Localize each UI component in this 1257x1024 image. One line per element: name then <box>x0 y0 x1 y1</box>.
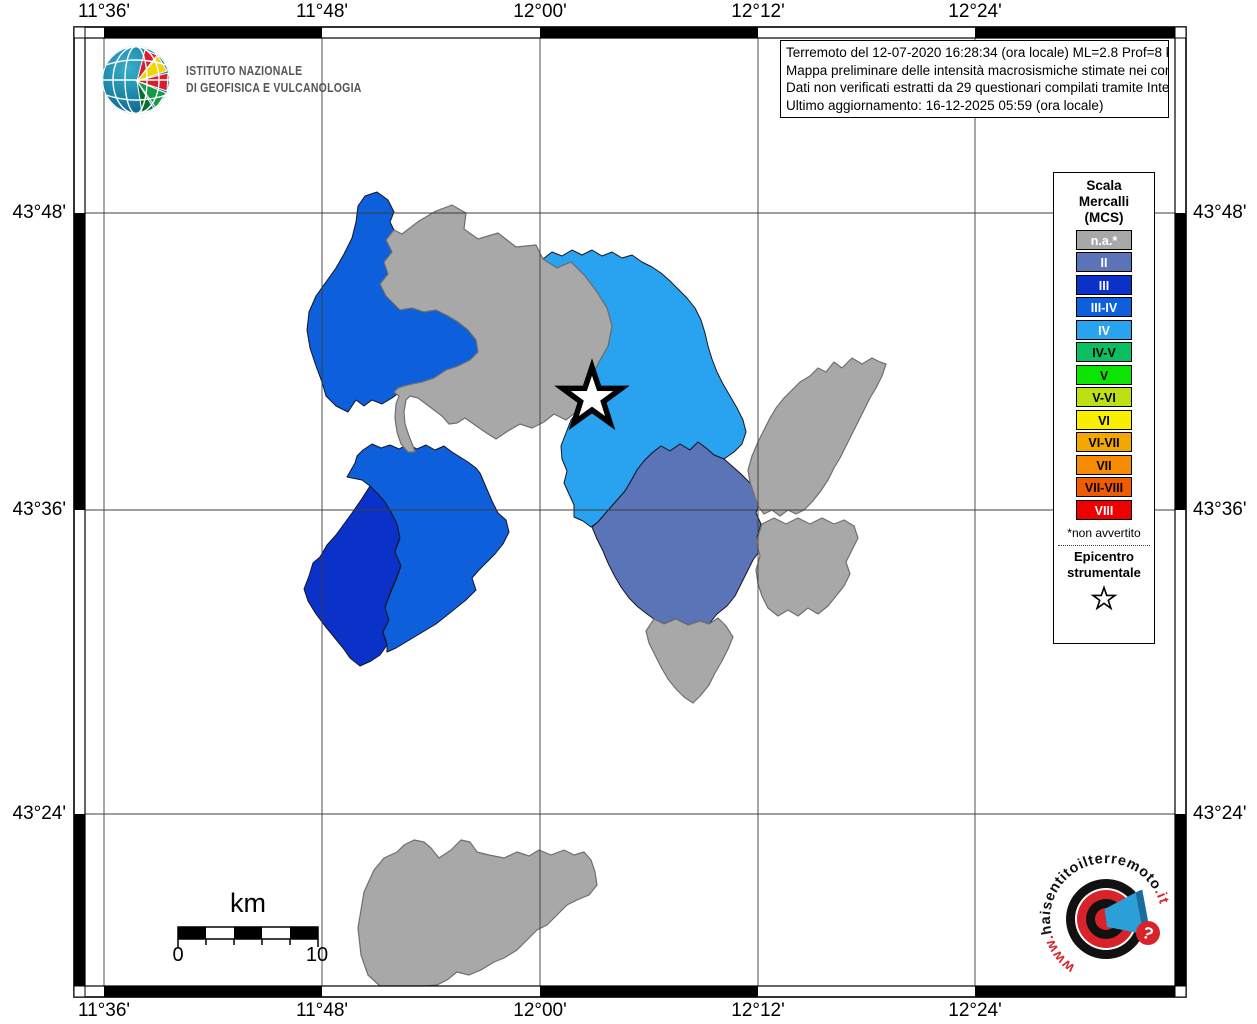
axis-bottom-label: 11°48' <box>295 1000 349 1021</box>
legend-chip-vi-vii: VI-VII <box>1076 432 1132 453</box>
legend-chip-iii-iv: III-IV <box>1076 297 1132 318</box>
haisentitoilterremoto-logo: ? www.haisentitoilterremoto.it <box>1038 851 1171 976</box>
scale-bar-unit: km <box>230 888 266 918</box>
region-comune-south-small <box>645 617 734 704</box>
axis-bottom-label: 12°00' <box>513 1000 567 1021</box>
scale-bar-start: 0 <box>172 944 184 966</box>
region-comune-south <box>346 443 510 653</box>
legend-chip-iv-v: IV-V <box>1076 342 1132 363</box>
axis-right-label: 43°24' <box>1193 803 1247 824</box>
info-line-map: Mappa preliminare delle intensità macros… <box>786 62 1169 78</box>
region-comune-east-upper <box>747 357 887 517</box>
legend-chip-iii: III <box>1076 274 1132 295</box>
region-comune-north <box>379 204 613 453</box>
info-line-event: Terremoto del 12-07-2020 16:28:34 (ora l… <box>786 45 1169 60</box>
legend-chip-ii: II <box>1076 252 1132 273</box>
axis-right-label: 43°48' <box>1193 202 1247 223</box>
ingv-logo: ISTITUTO NAZIONALE DI GEOFISICA E VULCAN… <box>98 42 395 118</box>
info-line-updated: Ultimo aggiornamento: 16-12-2025 05:59 (… <box>786 97 1104 113</box>
axis-top-label: 11°48' <box>295 1 349 22</box>
legend-epicenter-line1: Epicentro <box>1074 548 1134 564</box>
legend-chip-iv: IV <box>1076 319 1132 340</box>
legend-title-line: (MCS) <box>1084 209 1124 225</box>
ingv-globe-icon <box>102 46 170 114</box>
legend-star <box>1054 585 1154 618</box>
axis-top-label: 11°36' <box>77 1 131 22</box>
axis-left-label: 43°24' <box>12 803 67 824</box>
legend-chip-vii: VII <box>1076 454 1132 475</box>
axis-top-label: 12°00' <box>513 1 567 22</box>
ingv-line1: ISTITUTO NAZIONALE <box>186 64 303 79</box>
region-comune-island-south <box>357 839 598 987</box>
region-comune-east-lower <box>755 517 859 617</box>
legend-title-line: Scala <box>1086 178 1122 193</box>
legend-chip-v: V <box>1076 364 1132 385</box>
axis-right-label: 43°36' <box>1193 499 1247 520</box>
municipality-layer <box>303 191 887 987</box>
scale-bar <box>177 926 319 947</box>
axis-top-label: 12°24' <box>948 1 1002 22</box>
legend-chip-v-vi: V-VI <box>1076 387 1132 408</box>
legend-chip-na: n.a.* <box>1076 229 1132 250</box>
question-badge <box>1136 921 1160 945</box>
ingv-logo-text: ISTITUTO NAZIONALE DI GEOFISICA E VULCAN… <box>186 63 362 97</box>
scale-bar-end: 10 <box>305 944 329 966</box>
map-frame <box>73 26 1187 998</box>
axis-bottom-label: 12°24' <box>948 1000 1002 1021</box>
info-line-data: Dati non verificati estratti da 29 quest… <box>786 80 1169 96</box>
legend-epicenter-line2: strumentale <box>1067 565 1141 581</box>
legend-footnote: *non avvertito <box>1067 525 1141 540</box>
star-outline-icon <box>1090 585 1118 611</box>
legend-chips: n.a.* II III III-IV IV IV-V V V-VI VI VI… <box>1054 229 1154 520</box>
legend-chip-vi: VI <box>1076 409 1132 430</box>
axis-left-label: 43°48' <box>12 202 67 223</box>
legend-divider <box>1058 544 1150 546</box>
axis-bottom-label: 12°12' <box>731 1000 785 1021</box>
legend-chip-viii: VIII <box>1076 499 1132 520</box>
ingv-line2: DI GEOFISICA E VULCANOLOGIA <box>186 81 362 95</box>
legend-title-line: Mercalli <box>1078 193 1130 209</box>
axis-top-label: 12°12' <box>731 1 785 22</box>
intensity-legend: Scala Mercalli (MCS) n.a.* II III III-IV… <box>1053 172 1155 644</box>
legend-title: Scala Mercalli (MCS) <box>1054 178 1154 226</box>
axis-bottom-label: 11°36' <box>77 1000 131 1021</box>
axis-left-label: 43°36' <box>12 499 67 520</box>
graticule <box>85 38 1175 986</box>
epicenter-star-icon <box>554 358 630 431</box>
legend-chip-vii-viii: VII-VIII <box>1076 477 1132 498</box>
event-info-box: Terremoto del 12-07-2020 16:28:34 (ora l… <box>780 40 1169 119</box>
